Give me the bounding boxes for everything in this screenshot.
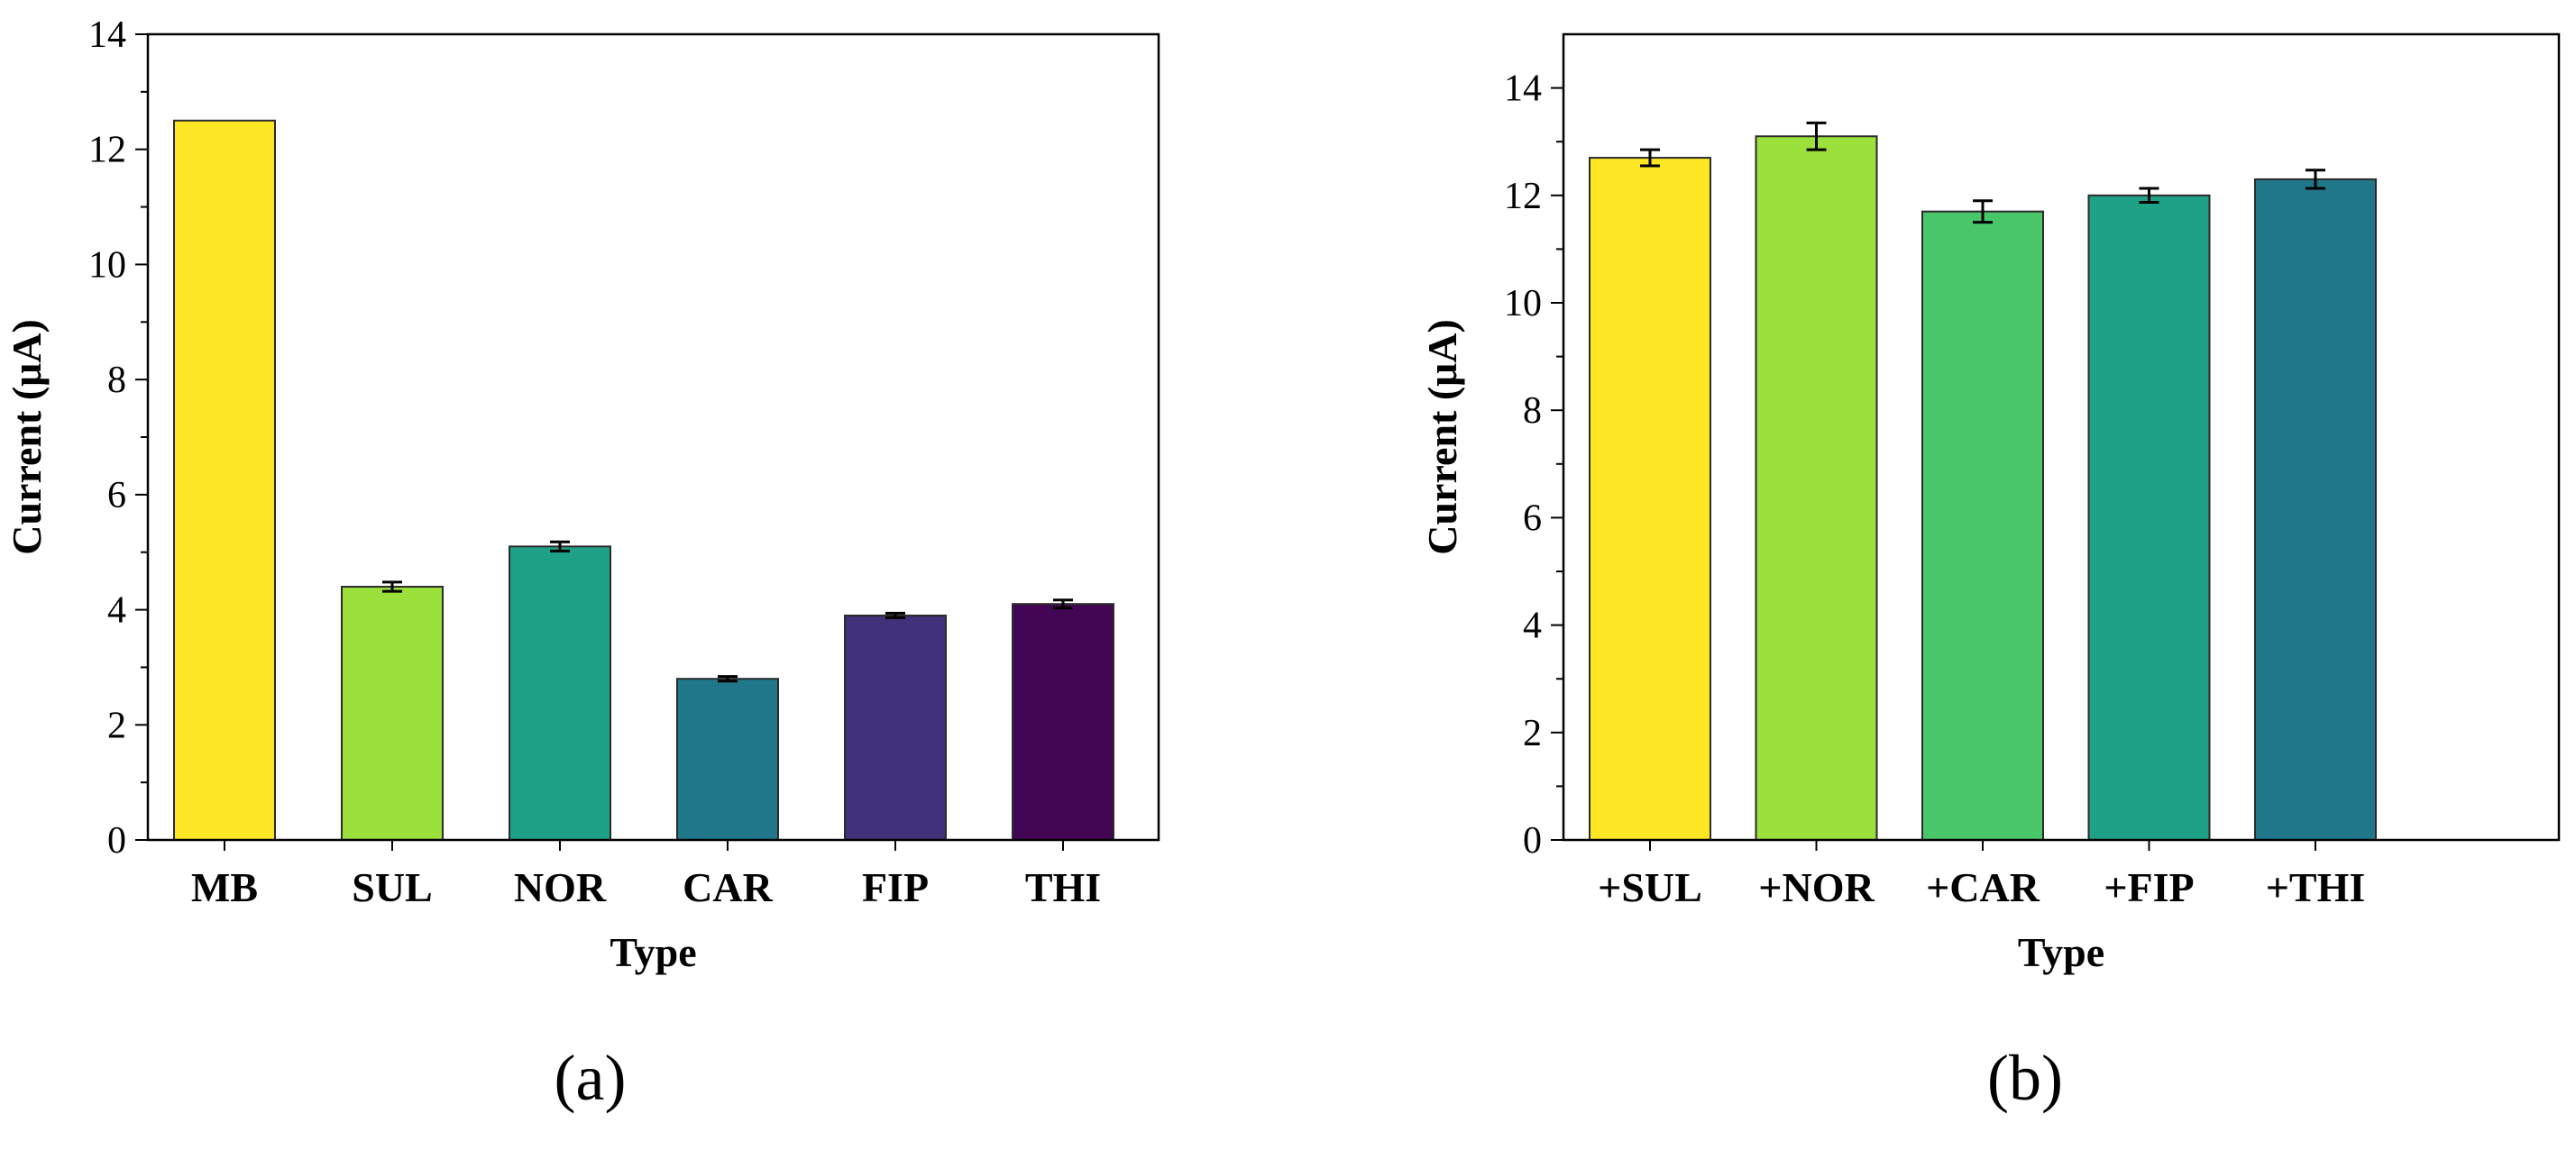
x-axis-title: Type (2018, 929, 2104, 975)
x-tick-label: MB (191, 864, 258, 910)
error-bar-plus-car (1973, 199, 1993, 224)
bar-plus-sul (1589, 157, 1711, 841)
x-tick-label: FIP (862, 864, 929, 910)
x-tick-label: THI (1025, 864, 1101, 910)
y-tick-label: 10 (1504, 283, 1542, 324)
error-bar-plus-thi (2306, 169, 2325, 190)
y-tick-label: 8 (107, 360, 126, 401)
bar-car (676, 678, 779, 842)
error-bar-plus-nor (1806, 121, 1827, 151)
plot-frame (1562, 32, 2561, 842)
error-bar-thi (1053, 598, 1073, 610)
error-bar-plus-fip (2139, 187, 2159, 205)
y-tick-label: 2 (1523, 713, 1542, 754)
y-tick-label: 2 (107, 705, 126, 746)
y-tick-label: 0 (107, 820, 126, 862)
bar-nor (509, 545, 611, 841)
x-tick-label: NOR (514, 864, 607, 910)
y-tick-label: 4 (1523, 606, 1542, 647)
x-tick-label: +SUL (1598, 864, 1702, 910)
y-tick-label: 14 (1504, 68, 1542, 110)
bar-plus-fip (2087, 194, 2211, 842)
x-tick-label: +CAR (1926, 864, 2040, 910)
bar-plus-car (1921, 210, 2044, 841)
chart-panel-a: MB SUL NOR CAR FIP THI 0 2 4 6 8 10 12 14 Type Current … (4, 14, 1160, 1114)
error-bar-sul (382, 580, 402, 593)
y-tick-label: 12 (1504, 176, 1542, 217)
panel-label: (a) (555, 1042, 627, 1114)
error-bar-car (718, 675, 738, 683)
y-tick-label: 0 (1523, 820, 1542, 862)
panel-label: (b) (1987, 1042, 2063, 1114)
bar-mb (173, 119, 276, 842)
x-tick-label: +THI (2266, 864, 2366, 910)
bar-thi (1012, 603, 1114, 842)
x-tick-label: CAR (683, 864, 773, 910)
bar-plus-thi (2254, 178, 2377, 842)
plot-frame (146, 32, 1160, 842)
bar-plus-nor (1755, 135, 1878, 842)
chart-panel-b: +SUL +NOR +CAR +FIP +THI 0 2 4 6 8 10 12 14 Type Curre… (1419, 32, 2561, 1114)
x-tick-label: SUL (352, 864, 432, 910)
y-tick-label: 14 (88, 14, 126, 56)
x-axis-title: Type (610, 929, 696, 975)
y-tick-label: 10 (88, 244, 126, 286)
y-axis-title: Current (μA) (4, 319, 50, 555)
y-tick-label: 8 (1523, 390, 1542, 432)
error-bar-nor (550, 540, 570, 552)
y-tick-label: 4 (107, 590, 126, 632)
y-tick-label: 12 (88, 130, 126, 171)
y-axis-title: Current (μA) (1419, 319, 1465, 555)
bar-fip (844, 614, 947, 842)
y-tick-label: 6 (107, 475, 126, 516)
x-tick-label: +FIP (2104, 864, 2194, 910)
error-bar-fip (885, 611, 905, 620)
x-tick-label: +NOR (1758, 864, 1875, 910)
error-bar-plus-sul (1640, 148, 1660, 168)
bar-sul (341, 586, 444, 841)
y-tick-label: 6 (1523, 497, 1542, 539)
